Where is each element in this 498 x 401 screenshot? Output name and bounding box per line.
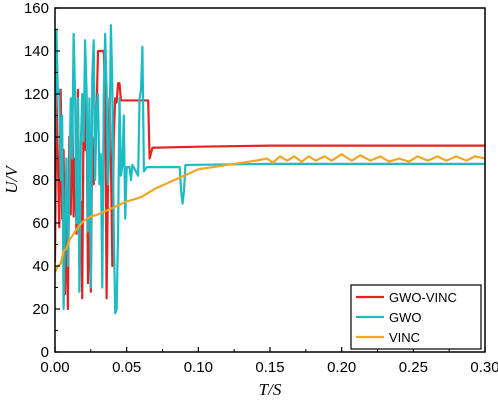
y-tick-label: 140	[24, 43, 49, 60]
series-line-1	[55, 24, 485, 315]
x-tick-label: 0.00	[40, 359, 69, 376]
x-tick-label: 0.05	[112, 359, 141, 376]
y-axis-title: U/V	[2, 164, 21, 194]
series-layer	[55, 24, 485, 315]
x-axis-title: T/S	[259, 380, 282, 399]
y-tick-label: 80	[32, 172, 49, 189]
x-tick-label: 0.15	[255, 359, 284, 376]
legend: GWO-VINC GWO VINC	[350, 284, 482, 350]
x-tick-label: 0.25	[399, 359, 428, 376]
y-tick-label: 0	[41, 344, 49, 361]
legend-label: VINC	[389, 330, 420, 345]
y-tick-label: 100	[24, 129, 49, 146]
y-tick-label: 60	[32, 215, 49, 232]
x-tick-label: 0.10	[184, 359, 213, 376]
y-tick-label: 120	[24, 86, 49, 103]
legend-label: GWO-VINC	[389, 290, 457, 305]
x-tick-label: 0.30	[470, 359, 498, 376]
y-tick-label: 20	[32, 301, 49, 318]
series-line-2	[55, 153, 485, 273]
axis-ticks: 0.00 0.05 0.10 0.15 0.20 0.25 0.30 0 20 40 60 80 100…	[24, 0, 498, 376]
legend-label: GWO	[389, 310, 422, 325]
y-tick-label: 40	[32, 258, 49, 275]
x-tick-label: 0.20	[327, 359, 356, 376]
y-tick-label: 160	[24, 0, 49, 17]
